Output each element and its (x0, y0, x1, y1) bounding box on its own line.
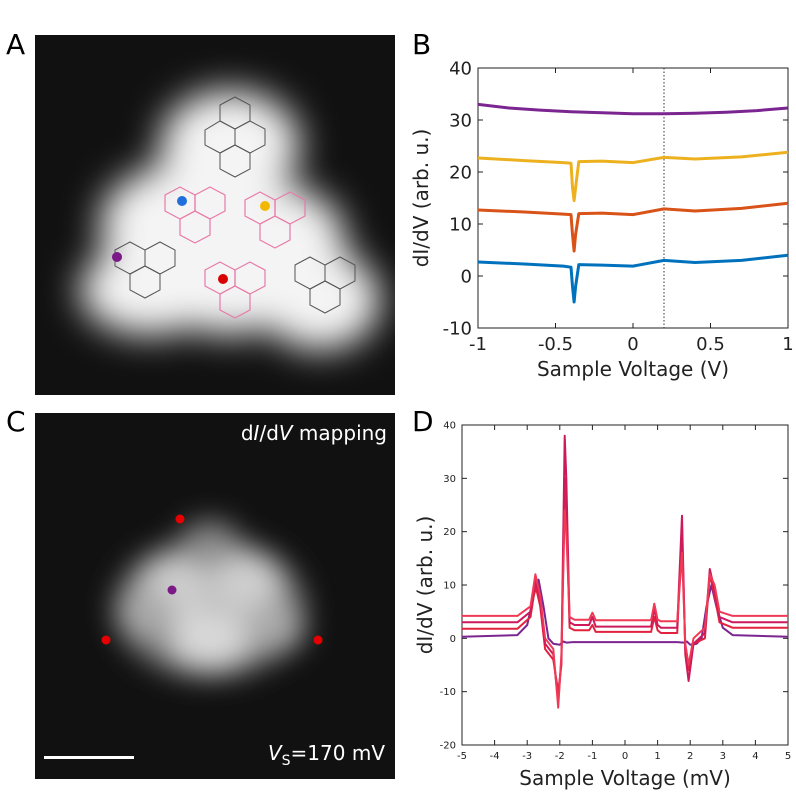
y-tick-label: 30 (449, 110, 472, 131)
purple-marker (112, 252, 122, 262)
stm-topography-image (35, 35, 395, 395)
molecule-overlay (35, 35, 395, 395)
series-line-purple (461, 578, 789, 646)
y-tick-label: 30 (443, 474, 456, 485)
series-line-orange (477, 201, 789, 253)
purple-marker-c (167, 585, 177, 595)
x-tick-label: -1 (587, 751, 597, 762)
y-axis-label: dI/dV (arb. u.) (413, 516, 437, 655)
didv-map-image: dI/dV mapping VS=170 mV (35, 413, 395, 779)
x-tick-label: 0.5 (696, 334, 725, 355)
y-axis-label: dI/dV (arb. u.) (409, 129, 433, 268)
y-tick-label: 20 (443, 527, 456, 538)
series-line-yellow (477, 150, 789, 203)
red-marker (218, 274, 228, 284)
red-marker-top (175, 514, 185, 524)
panel-letter-a: A (6, 28, 26, 61)
black-molecule-top (204, 96, 266, 178)
didv-blob (115, 521, 305, 678)
x-tick-label: -3 (522, 751, 532, 762)
series-line-red-2 (462, 434, 788, 704)
didv-map-drawing (35, 413, 395, 779)
y-tick-label: -20 (440, 741, 456, 752)
y-tick-label: 40 (443, 421, 456, 432)
y-tick-label: -10 (440, 687, 456, 698)
x-tick-label: -4 (490, 751, 500, 762)
pink-molecule-bottom (204, 261, 266, 319)
x-tick-label: -2 (555, 751, 565, 762)
pink-molecule-right (244, 191, 306, 249)
x-axis-label: Sample Voltage (mV) (519, 766, 731, 790)
bias-label: VS=170 mV (267, 741, 385, 769)
series-line-purple (477, 102, 789, 116)
mapping-label: dI/dV mapping (240, 421, 387, 445)
y-tick-label: 10 (443, 581, 456, 592)
series-line-red-3 (462, 509, 788, 709)
pink-molecule-left (164, 186, 226, 244)
yellow-marker (260, 201, 270, 211)
x-tick-label: 1 (782, 334, 793, 355)
x-tick-label: 2 (687, 751, 693, 762)
blue-marker (177, 196, 187, 206)
x-tick-label: 0 (622, 751, 628, 762)
black-molecule-left (114, 241, 176, 299)
topography-blob (80, 90, 380, 350)
y-tick-label: 0 (450, 634, 456, 645)
series-line-blue (477, 253, 789, 304)
y-tick-label: 20 (449, 162, 472, 183)
red-marker-left (101, 635, 111, 645)
y-tick-label: 10 (449, 214, 472, 235)
x-tick-label: 5 (785, 751, 791, 762)
x-tick-label: -5 (457, 751, 467, 762)
x-tick-label: 3 (720, 751, 726, 762)
x-tick-label: -1 (469, 334, 487, 355)
x-tick-label: -0.5 (538, 334, 573, 355)
series-line-red-1 (462, 477, 788, 693)
y-tick-label: 40 (449, 58, 472, 79)
red-marker-right (313, 635, 323, 645)
y-tick-label: -10 (443, 318, 472, 339)
y-tick-label: 0 (461, 266, 472, 287)
panel-letter-b: B (412, 28, 432, 61)
x-tick-label: 0 (627, 334, 638, 355)
axes-frame (461, 424, 789, 746)
panel-letter-d: D (412, 405, 434, 438)
black-molecule-right (294, 256, 356, 314)
panel-letter-c: C (6, 405, 26, 438)
scale-bar (44, 756, 134, 759)
x-tick-label: 1 (654, 751, 660, 762)
x-axis-label: Sample Voltage (V) (537, 357, 729, 381)
x-tick-label: 4 (752, 751, 758, 762)
axes-frame (477, 67, 789, 329)
